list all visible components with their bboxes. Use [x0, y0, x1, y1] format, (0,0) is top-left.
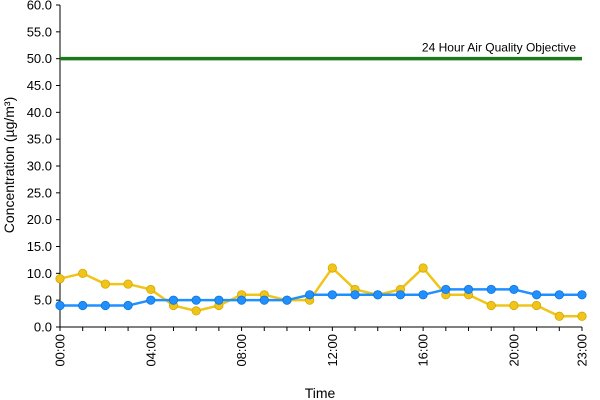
- data-point: [55, 274, 65, 284]
- data-point: [577, 311, 587, 321]
- data-point: [168, 295, 179, 305]
- data-point: [78, 300, 88, 311]
- data-point: [350, 290, 360, 300]
- data-point: [55, 300, 65, 311]
- data-point: [123, 300, 133, 311]
- y-tick-label: 10.0: [27, 266, 52, 281]
- y-tick-label: 20.0: [27, 212, 52, 227]
- data-point: [327, 290, 337, 300]
- data-point: [486, 284, 496, 295]
- series-group: [55, 263, 587, 321]
- data-point: [123, 279, 133, 289]
- data-point: [395, 290, 406, 300]
- reference-line-group: 24 Hour Air Quality Objective: [60, 41, 582, 61]
- data-point: [509, 300, 519, 311]
- x-axis-title: Time: [305, 385, 336, 400]
- x-tick-label: 08:00: [234, 334, 249, 367]
- x-tick-label: 16:00: [416, 334, 431, 367]
- data-point: [554, 290, 564, 300]
- data-point: [441, 284, 451, 295]
- y-tick-label: 0.0: [34, 320, 52, 335]
- data-point: [486, 300, 496, 311]
- data-point: [78, 268, 88, 278]
- y-tick-label: 40.0: [27, 105, 52, 120]
- y-tick-label: 30.0: [27, 159, 52, 174]
- y-tick-label: 60.0: [27, 0, 52, 13]
- x-tick-label: 00:00: [53, 334, 68, 367]
- y-tick-label: 35.0: [27, 132, 52, 147]
- data-point: [509, 284, 519, 295]
- data-point: [305, 290, 315, 300]
- data-point: [463, 284, 474, 295]
- data-point: [327, 263, 337, 273]
- data-point: [236, 295, 247, 305]
- series-1: [55, 263, 587, 321]
- chart-axes: 0.0 5.0 10.0 15.0 20.0 25.0 30.0 35.0 40.0 45.0 50…: [27, 0, 590, 367]
- data-point: [282, 295, 292, 305]
- data-point: [146, 284, 156, 295]
- data-point: [418, 290, 428, 300]
- x-tick-label: 04:00: [143, 334, 158, 367]
- data-point: [191, 295, 201, 305]
- data-point: [554, 311, 564, 321]
- y-tick-label: 5.0: [34, 293, 52, 308]
- data-point: [100, 279, 110, 289]
- data-point: [191, 306, 201, 316]
- series-line: [59, 266, 582, 318]
- y-tick-label: 55.0: [27, 24, 52, 39]
- data-point: [577, 290, 587, 300]
- series-2: [55, 284, 587, 311]
- y-tick-label: 25.0: [27, 185, 52, 200]
- data-point: [532, 300, 542, 311]
- data-point: [146, 295, 156, 305]
- x-tick-label: 20:00: [506, 334, 521, 367]
- y-tick-label: 45.0: [27, 78, 52, 93]
- data-point: [373, 290, 383, 300]
- data-point: [418, 263, 428, 273]
- y-tick-label: 15.0: [27, 239, 52, 254]
- y-axis-title: Concentration (µg/m³): [1, 97, 17, 233]
- y-tick-label: 50.0: [27, 51, 52, 66]
- data-point: [532, 290, 542, 300]
- x-tick-label: 23:00: [575, 334, 590, 367]
- x-tick-label: 12:00: [325, 334, 340, 367]
- data-point: [214, 295, 224, 305]
- reference-line-label: 24 Hour Air Quality Objective: [422, 41, 576, 55]
- data-point: [259, 295, 269, 305]
- series-line: [60, 288, 582, 307]
- data-point: [100, 300, 110, 311]
